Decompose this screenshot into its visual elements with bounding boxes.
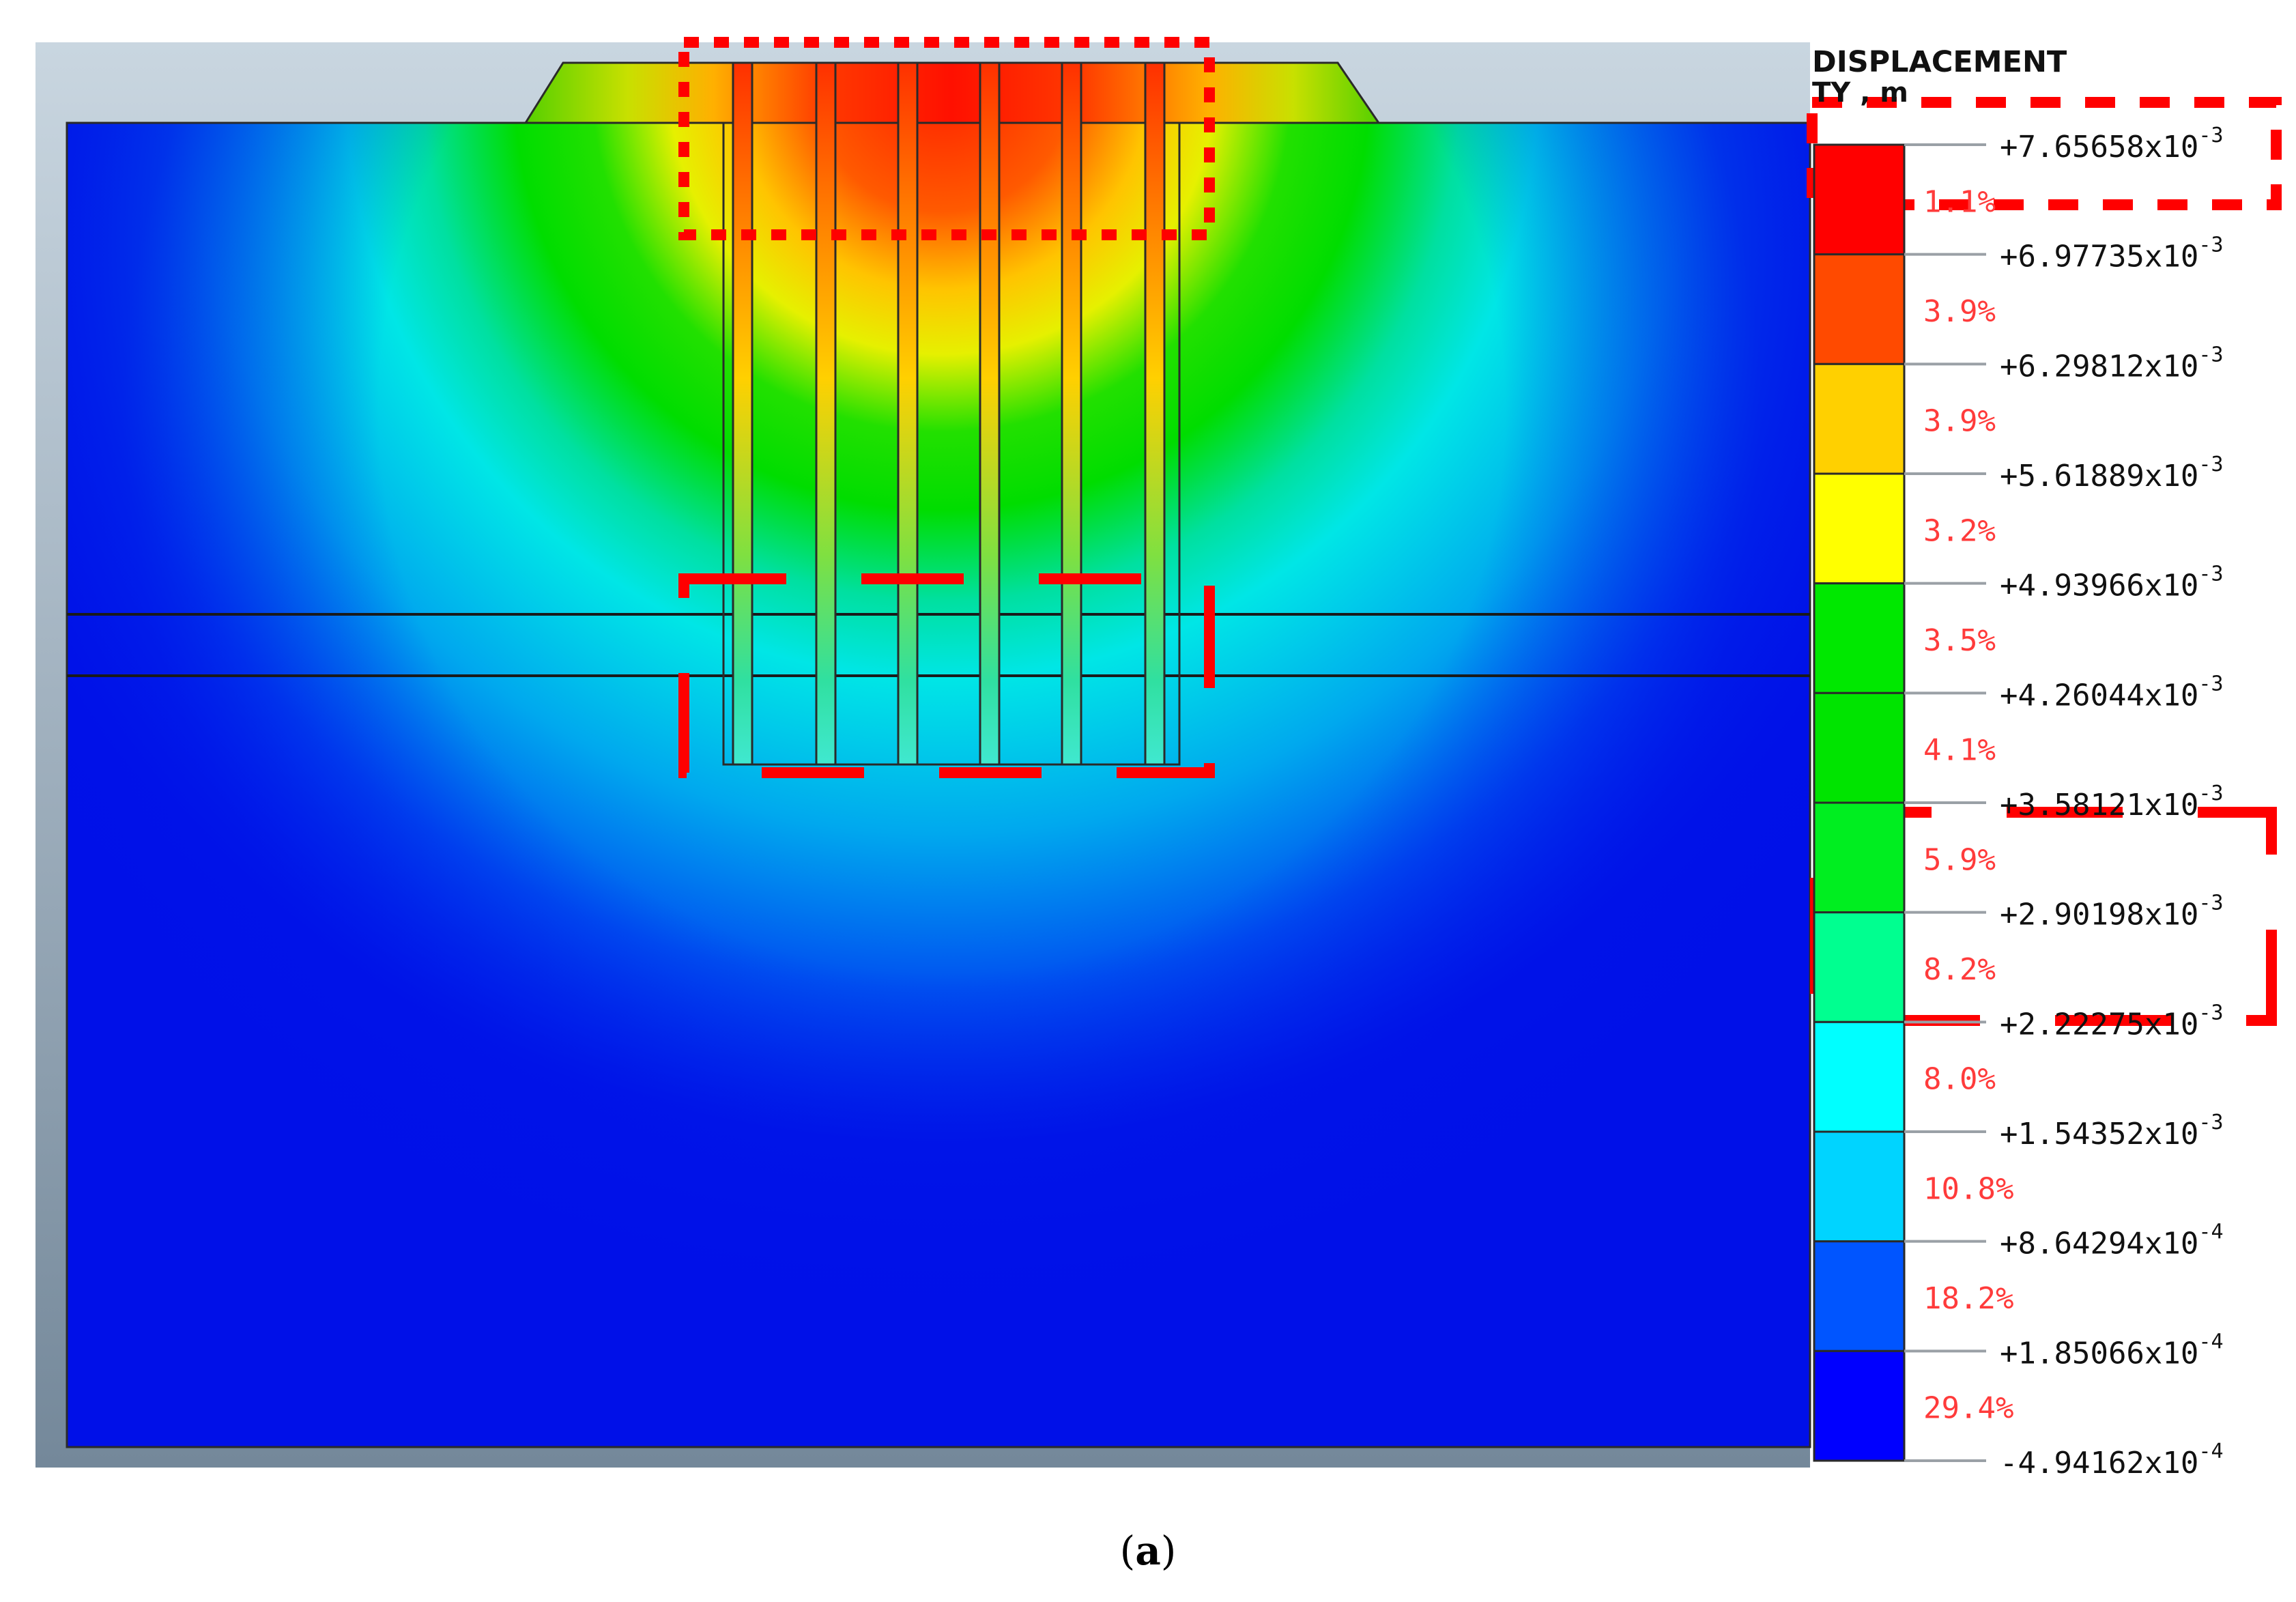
legend-band-12	[1813, 1349, 1906, 1462]
legend-band-percent-5: 3.5%	[1923, 623, 1996, 658]
legend-tick-label-4: +5.61889x10-3	[2000, 453, 2224, 494]
legend-tick-label-12: +1.85066x10-4	[2000, 1330, 2224, 1371]
pile-6	[1144, 61, 1166, 766]
highlight-box-pile-toe	[678, 573, 1215, 778]
legend-band-4	[1813, 472, 1906, 585]
legend-band-11	[1813, 1240, 1906, 1352]
legend-tick-label-9: +2.22275x10-3	[2000, 1001, 2224, 1042]
legend-tick-label-3: +6.29812x10-3	[2000, 343, 2224, 384]
legend-tick-label-8: +2.90198x10-3	[2000, 891, 2224, 932]
legend-band-percent-4: 3.2%	[1923, 513, 1996, 548]
legend-band-percent-7: 5.9%	[1923, 842, 1996, 877]
legend-band-percent-9: 8.0%	[1923, 1062, 1996, 1097]
legend-unit: TY , m	[1812, 77, 1908, 109]
legend-band-6	[1813, 691, 1906, 804]
legend-band-7	[1813, 801, 1906, 914]
legend-tick-label-5: +4.93966x10-3	[2000, 562, 2224, 603]
embankment	[523, 61, 1381, 124]
legend-tick-label-1: +7.65658x10-3	[2000, 124, 2224, 165]
highlight-box-legend-max	[1807, 97, 2282, 210]
soil-domain	[66, 121, 1811, 1448]
legend-band-percent-1: 1.1%	[1923, 184, 1996, 219]
legend-band-percent-11: 18.2%	[1923, 1281, 2013, 1316]
legend-band-9	[1813, 1020, 1906, 1133]
caption-close: )	[1160, 1528, 1177, 1574]
legend-band-5	[1813, 582, 1906, 694]
pile-4	[979, 61, 1001, 766]
legend-tick-label-10: +1.54352x10-3	[2000, 1111, 2224, 1152]
legend-tick-label-13: -4.94162x10-4	[2000, 1440, 2224, 1481]
pile-1	[732, 61, 754, 766]
legend-ticks: +7.65658x10-3 +6.97735x10-3 +6.29812x10-3 +…	[1904, 124, 2224, 1481]
pile-2	[815, 61, 837, 766]
caption-open: (	[1119, 1528, 1136, 1574]
legend-color-bar: 1.1% 3.9% 3.9% 3.2% 3.5% 4.1% 5.9% 8.2% 8.0% 10.8…	[1813, 143, 2013, 1462]
legend-band-percent-8: 8.2%	[1923, 952, 1996, 987]
legend-tick-label-11: +8.64294x10-4	[2000, 1220, 2224, 1261]
improved-ground-zone	[722, 121, 1181, 766]
legend-band-percent-6: 4.1%	[1923, 733, 1996, 768]
legend-band-8	[1813, 911, 1906, 1023]
legend-tick-label-2: +6.97735x10-3	[2000, 233, 2224, 274]
legend-band-percent-10: 10.8%	[1923, 1171, 2013, 1206]
legend-band-3	[1813, 362, 1906, 475]
legend-band-percent-3: 3.9%	[1923, 404, 1996, 439]
caption-letter: a	[1135, 1528, 1161, 1574]
legend-tick-label-6: +4.26044x10-3	[2000, 672, 2224, 713]
legend-band-10	[1813, 1130, 1906, 1243]
pile-3	[897, 61, 919, 766]
legend-tick-label-7: +3.58121x10-3	[2000, 782, 2224, 823]
legend-band-1	[1813, 143, 1906, 256]
pile-group	[732, 61, 1166, 766]
legend-band-2	[1813, 253, 1906, 365]
legend-band-percent-12: 29.4%	[1923, 1391, 2013, 1426]
legend-band-percent-2: 3.9%	[1923, 294, 1996, 329]
pile-5	[1061, 61, 1082, 766]
figure-caption: (a)	[0, 1528, 2296, 1574]
legend-title: DISPLACEMENT	[1812, 45, 2067, 79]
